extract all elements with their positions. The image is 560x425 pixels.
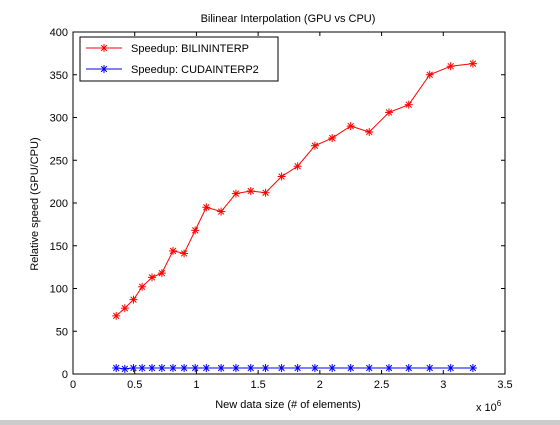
data-point-cudainterp2 <box>147 364 156 373</box>
data-point-bilininterp <box>231 189 240 198</box>
legend-marker-bilininterp <box>100 44 108 52</box>
data-point-bilininterp <box>168 246 177 255</box>
legend: Speedup: BILININTERP Speedup: CUDAINTERP… <box>79 36 279 82</box>
y-tick-label: 100 <box>50 284 68 296</box>
x-tick-label: 1.5 <box>250 379 265 391</box>
data-point-bilininterp <box>120 304 129 313</box>
data-point-bilininterp <box>261 188 270 197</box>
data-point-cudainterp2 <box>277 364 286 373</box>
x-tick-label: 0 <box>70 379 76 391</box>
data-point-cudainterp2 <box>129 364 138 373</box>
data-point-cudainterp2 <box>191 364 200 373</box>
x-axis-label: New data size (# of elements) <box>215 399 361 411</box>
x-tick-label: 3.5 <box>497 379 512 391</box>
plot-area-box <box>72 31 506 375</box>
data-point-cudainterp2 <box>180 364 189 373</box>
x-tick-label: 3 <box>440 379 446 391</box>
data-point-bilininterp <box>328 134 337 143</box>
data-point-bilininterp <box>277 172 286 181</box>
y-tick-label: 350 <box>50 70 68 82</box>
x-tick-label: 1 <box>193 379 199 391</box>
data-point-cudainterp2 <box>346 364 355 373</box>
data-point-bilininterp <box>202 203 211 212</box>
data-point-cudainterp2 <box>404 364 413 373</box>
data-point-bilininterp <box>293 162 302 171</box>
data-point-bilininterp <box>404 100 413 109</box>
data-point-cudainterp2 <box>446 364 455 373</box>
series-line-bilininterp <box>115 63 473 317</box>
legend-label-cudainterp2: Speedup: CUDAINTERP2 <box>131 64 259 76</box>
legend-marker-cudainterp2 <box>100 65 108 73</box>
data-point-cudainterp2 <box>138 364 147 373</box>
data-point-bilininterp <box>425 70 434 79</box>
series-layer <box>112 59 477 373</box>
data-point-cudainterp2 <box>120 364 129 373</box>
data-point-cudainterp2 <box>202 364 211 373</box>
x-tick-label: 0.5 <box>127 379 142 391</box>
data-point-bilininterp <box>468 59 477 68</box>
data-point-bilininterp <box>246 187 255 196</box>
x-axis-multiplier-base: x 10 <box>476 402 497 414</box>
data-point-bilininterp <box>138 282 147 291</box>
legend-box <box>79 36 279 82</box>
axes: 0 0.5 1 1.5 2 2.5 3 3.5 0 50 100 150 200 250 300 350 400 <box>50 27 513 391</box>
data-point-bilininterp <box>310 141 319 150</box>
legend-label-bilininterp: Speedup: BILININTERP <box>131 43 249 55</box>
data-point-cudainterp2 <box>384 364 393 373</box>
data-point-bilininterp <box>180 249 189 258</box>
data-point-cudainterp2 <box>425 364 434 373</box>
data-point-bilininterp <box>112 311 121 320</box>
data-point-bilininterp <box>129 295 138 304</box>
data-point-cudainterp2 <box>261 364 270 373</box>
data-point-bilininterp <box>217 207 226 216</box>
data-point-bilininterp <box>191 226 200 235</box>
y-tick-label: 150 <box>50 241 68 253</box>
data-point-cudainterp2 <box>231 364 240 373</box>
y-tick-label: 50 <box>56 326 68 338</box>
data-point-bilininterp <box>384 108 393 117</box>
chart-title: Bilinear Interpolation (GPU vs CPU) <box>201 13 376 25</box>
data-point-cudainterp2 <box>112 364 121 373</box>
data-point-bilininterp <box>446 62 455 71</box>
x-tick-label: 2 <box>317 379 323 391</box>
y-tick-label: 200 <box>50 198 68 210</box>
y-tick-label: 250 <box>50 155 68 167</box>
x-tick-label: 2.5 <box>374 379 389 391</box>
legend-star-cudainterp2 <box>100 65 108 73</box>
data-point-cudainterp2 <box>217 364 226 373</box>
data-point-bilininterp <box>346 122 355 131</box>
y-tick-label: 300 <box>50 113 68 125</box>
x-axis-multiplier: x 106 <box>476 399 502 414</box>
data-point-cudainterp2 <box>328 364 337 373</box>
data-point-cudainterp2 <box>468 364 477 373</box>
data-point-bilininterp <box>147 273 156 282</box>
data-point-cudainterp2 <box>246 364 255 373</box>
data-point-cudainterp2 <box>293 364 302 373</box>
legend-star-bilininterp <box>100 44 108 52</box>
y-axis-label: Relative speed (GPU/CPU) <box>29 137 41 270</box>
data-point-cudainterp2 <box>157 364 166 373</box>
data-point-cudainterp2 <box>168 364 177 373</box>
data-point-cudainterp2 <box>365 364 374 373</box>
y-tick-label: 400 <box>50 27 68 39</box>
data-point-bilininterp <box>365 128 374 137</box>
y-tick-label: 0 <box>62 369 68 381</box>
x-axis-multiplier-exponent: 6 <box>497 399 502 408</box>
data-point-cudainterp2 <box>310 364 319 373</box>
data-point-bilininterp <box>157 269 166 278</box>
